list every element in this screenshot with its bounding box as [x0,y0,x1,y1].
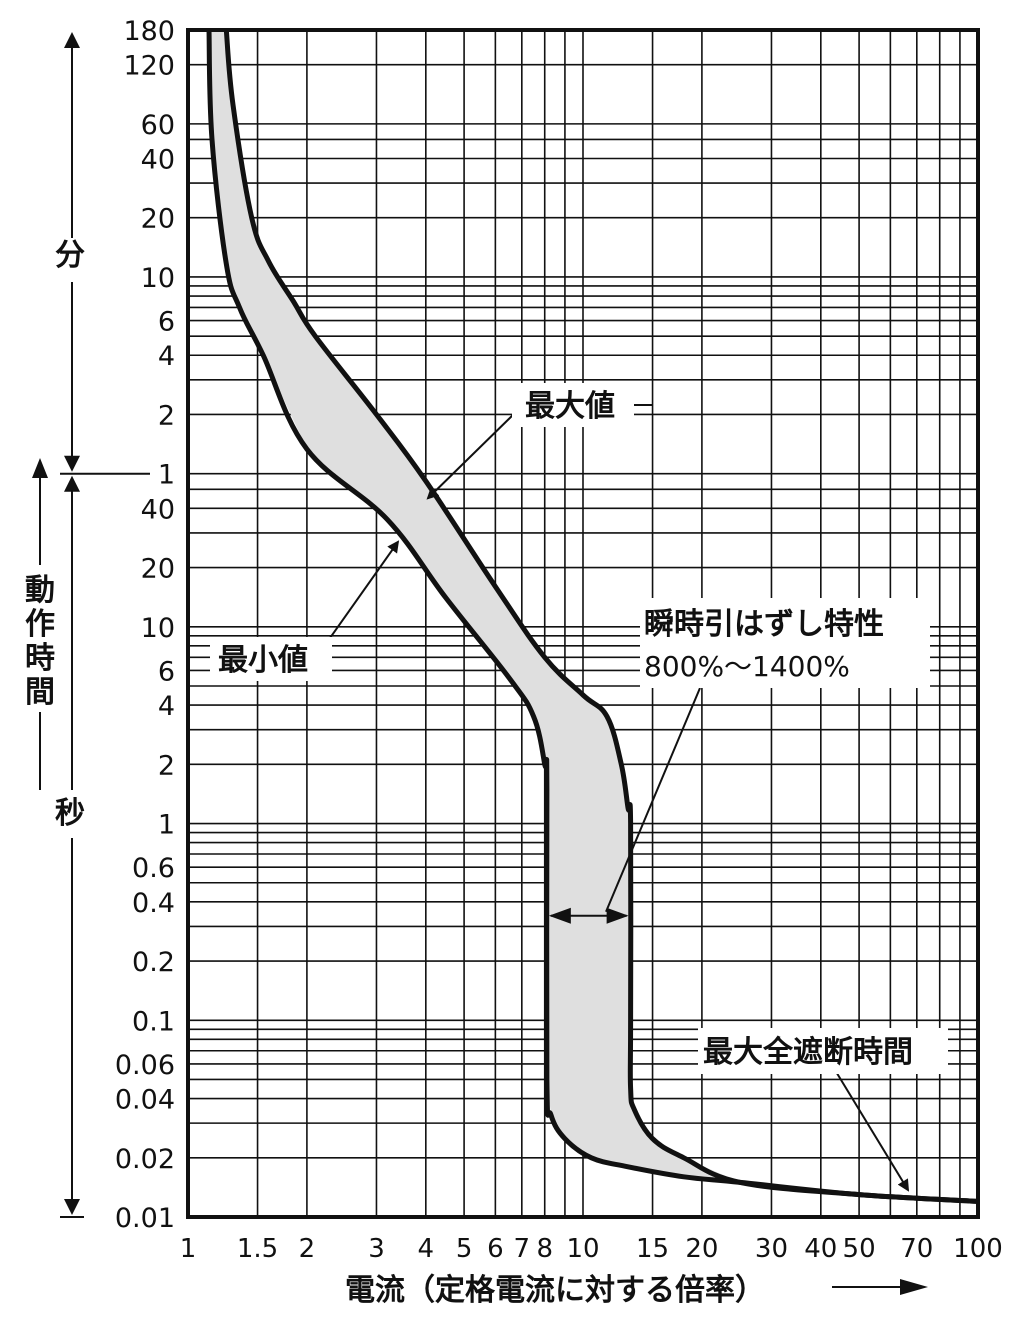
max-label-leader [426,409,519,500]
instant-trip-leader [605,687,701,913]
arrow-down-icon [64,1199,80,1215]
y-tick-label-seconds: 0.02 [115,1144,175,1175]
x-tick-label: 100 [953,1234,1003,1264]
x-tick-label: 1 [180,1234,197,1264]
max-interrupt-label: 最大全遮断時間 [703,1035,913,1070]
y-tick-label-seconds: 0.2 [132,947,175,978]
tick-labels: 1 1.5 2 3 4 5 6 7 8 10 15 20 30 40 50 70 100180120604020… [115,16,1003,1264]
x-tick-label: 4 [418,1234,435,1264]
x-tick-label: 5 [456,1234,473,1264]
operating-time-char-2: 作 [25,607,55,642]
min-label-bg [210,637,332,681]
y-tick-label-minutes: 180 [123,16,175,47]
y-tick-label-seconds: 4 [158,691,175,722]
curves [206,29,979,1204]
max-label-bg [512,383,634,427]
instant-trip-title: 瞬時引はずし特性 [644,607,884,642]
y-tick-label-minutes: 120 [123,51,175,82]
y-tick-label-minutes: 40 [141,145,175,176]
y-tick-label-minutes: 20 [141,204,175,235]
x-tick-label: 30 [755,1234,788,1264]
y-tick-label-seconds: 1 [158,810,175,841]
y-tick-label-minutes: 6 [158,307,175,338]
operating-time-char-1: 動 [25,573,55,608]
y-tick-label-seconds: 2 [158,750,175,781]
x-tick-label: 3 [368,1234,385,1264]
y-tick-label-seconds: 0.6 [132,853,175,884]
y-tick-label-seconds: 0.1 [132,1006,175,1037]
y-tick-label-seconds: 40 [141,494,175,525]
tolerance-band [208,30,978,1202]
y-tick-label-minutes: 60 [141,110,175,141]
arrow-right-icon [900,1279,928,1295]
y-tick-label-seconds: 0.04 [115,1085,175,1116]
arrow-up-icon [64,32,80,48]
x-tick-label: 50 [843,1234,876,1264]
x-tick-label: 8 [536,1234,553,1264]
y-tick-label-seconds: 10 [141,613,175,644]
y-tick-label-seconds: 6 [158,656,175,687]
y-tick-label-seconds: 20 [141,554,175,585]
max-interrupt-label-bg [698,1028,948,1074]
arrow-up-icon [32,458,48,478]
plot-frame [186,28,980,1219]
min-label-leader [317,540,400,656]
y-unit-minutes: 分 [55,238,85,273]
x-axis-label: 電流（定格電流に対する倍率） [345,1273,765,1308]
x-tick-label: 6 [487,1234,504,1264]
instant-trip-range: 800%〜1400% [644,650,850,683]
y-tick-label-minutes: 4 [158,341,175,372]
y-tick-label-seconds: 0.06 [115,1050,175,1081]
series-line-max [223,29,979,1204]
arrow-down-icon [64,455,80,472]
x-tick-label: 2 [299,1234,316,1264]
min-label: 最小値 [218,643,308,678]
tolerance-band-fill [208,30,978,1202]
instant-label-bg [640,598,930,688]
x-tick-label: 15 [636,1234,669,1264]
operating-time-char-4: 間 [25,675,55,710]
max-label: 最大値 [525,389,615,424]
y-tick-label-minutes: 1 [158,460,175,491]
series-line-min [206,29,979,1204]
y-tick-label-seconds: 0.4 [132,888,175,919]
y-tick-label-seconds: 0.01 [115,1203,175,1234]
x-tick-label: 7 [514,1234,531,1264]
arrow-left-icon [548,907,571,924]
y-unit-seconds: 秒 [55,796,85,831]
x-tick-label: 10 [566,1234,599,1264]
operating-time-char-3: 時 [25,641,55,676]
y-tick-label-minutes: 10 [141,263,175,294]
arrow-up-icon [64,475,80,492]
max-interrupt-leader [834,1069,910,1192]
x-tick-label: 20 [685,1234,718,1264]
x-tick-label: 1.5 [237,1234,278,1264]
x-tick-label: 70 [900,1234,933,1264]
x-tick-label: 40 [804,1234,837,1264]
arrow-right-icon [606,907,629,924]
annotations [32,32,928,1295]
y-tick-label-minutes: 2 [158,400,175,431]
plot-border [186,28,980,1219]
